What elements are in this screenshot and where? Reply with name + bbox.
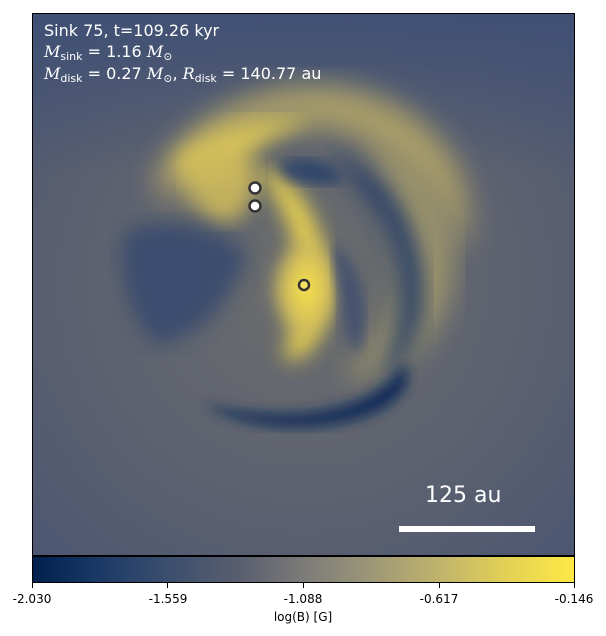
sun-symbol: ⊙ xyxy=(163,50,173,63)
disk-mass-unit: M xyxy=(146,64,164,83)
dark-inner-filament xyxy=(333,244,365,354)
colorbar-tick-label: -1.088 xyxy=(283,592,323,606)
mass-symbol: M xyxy=(44,42,61,61)
colorbar-tick xyxy=(303,583,304,588)
simulation-image-panel: Sink 75, t=109.26 kyr Msink = 1.16 M⊙ Md… xyxy=(32,13,575,556)
disk-mass-subscript: disk xyxy=(60,72,83,85)
dark-left-region xyxy=(121,223,248,344)
mass-subscript: sink xyxy=(60,50,83,63)
colorbar-label: log(B) [G] xyxy=(273,610,333,624)
disk-radius-symbol: R xyxy=(182,64,195,83)
sink-particle xyxy=(248,199,262,213)
sink-mass-value: = 1.16 xyxy=(82,42,147,61)
left-spiral-arm xyxy=(183,150,258,224)
magnetic-field-map xyxy=(33,14,574,555)
colorbar-tick xyxy=(167,583,168,588)
scalebar xyxy=(399,526,535,532)
dark-upper-filament xyxy=(278,159,343,186)
colorbar-tick xyxy=(574,583,575,588)
sink-title: Sink 75, t=109.26 kyr xyxy=(44,21,220,40)
disk-sun-symbol: ⊙ xyxy=(163,72,173,85)
scalebar-label: 125 au xyxy=(425,483,502,508)
colorbar-tick xyxy=(439,583,440,588)
colorbar xyxy=(32,556,575,583)
disk-radius-value: = 140.77 au xyxy=(216,64,322,83)
colorbar-tick xyxy=(32,583,33,588)
disk-radius-subscript: disk xyxy=(194,72,217,85)
disk-properties-label: Mdisk = 0.27 M⊙, Rdisk = 140.77 au xyxy=(44,64,322,85)
dark-lower-filament xyxy=(203,364,408,428)
colorbar-tick-label: -2.030 xyxy=(12,592,52,606)
right-arm xyxy=(343,134,455,378)
sink-particle xyxy=(248,181,262,195)
sink-particle xyxy=(297,278,311,292)
disk-mass-value: = 0.27 xyxy=(82,64,147,83)
disk-mass-symbol: M xyxy=(44,64,61,83)
colorbar-tick-label: -0.617 xyxy=(419,592,459,606)
colorbar-tick-label: -0.146 xyxy=(554,592,594,606)
mass-unit: M xyxy=(146,42,164,61)
dark-right-filament xyxy=(333,154,425,379)
separator: , xyxy=(172,64,183,83)
sink-mass-label: Msink = 1.16 M⊙ xyxy=(44,42,173,63)
colorbar-tick-label: -1.559 xyxy=(148,592,188,606)
